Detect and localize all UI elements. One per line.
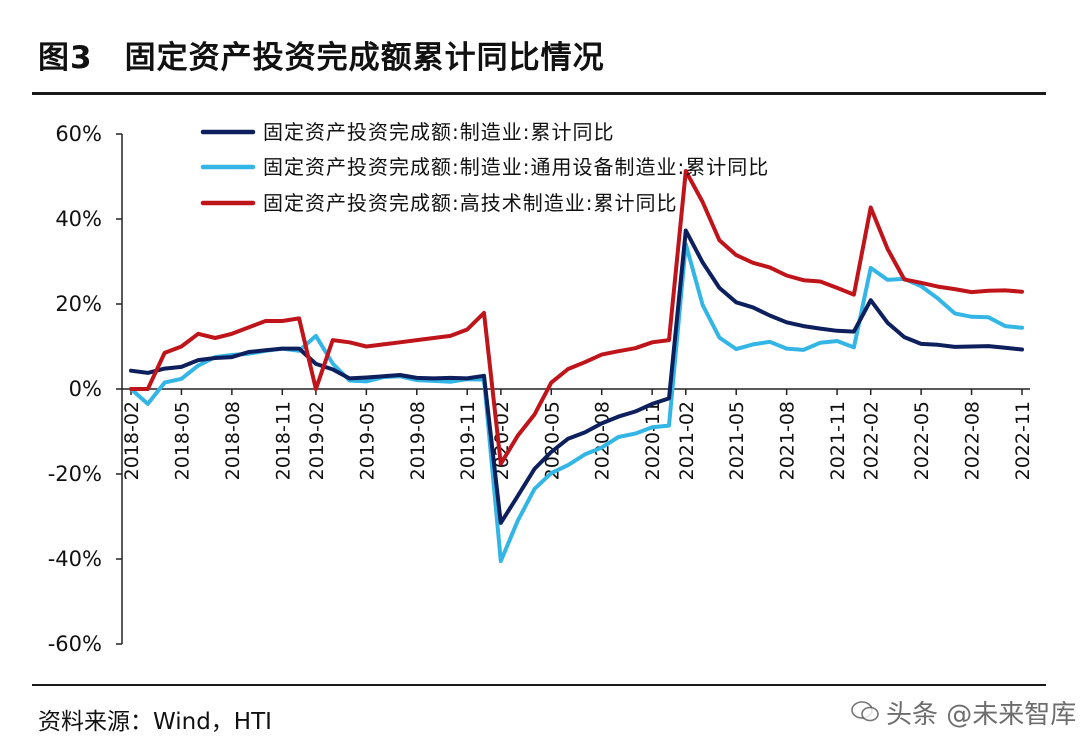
title-bar: 图3 固定资产投资完成额累计同比情况: [0, 0, 1080, 100]
chat-bubble-icon: [851, 701, 879, 722]
x-tick-label: 2019-02: [306, 401, 328, 480]
x-tick-label: 2022-11: [1012, 401, 1034, 480]
line-chart: -60%-40%-20%0%20%40%60% 2018-02 2018-05 20…: [48, 120, 1034, 656]
y-axis-ticks: -60% -40% -20% 0% 20% 40% 60%: [48, 122, 122, 656]
footer-divider: [32, 684, 1046, 686]
series-lines: [129, 169, 1024, 564]
y-tick-label: -20%: [48, 462, 102, 486]
legend-label-2: 固定资产投资完成额:制造业:通用设备制造业:累计同比: [263, 155, 769, 179]
y-tick-label: -60%: [48, 632, 102, 656]
source-note: 资料来源：Wind，HTI: [38, 709, 272, 735]
y-tick-label: -40%: [48, 547, 102, 571]
x-tick-label: 2018-02: [121, 401, 143, 480]
x-tick-label: 2022-02: [861, 401, 883, 480]
y-tick-label: 40%: [55, 207, 102, 231]
watermark: 头条 @未来智库: [850, 692, 1076, 732]
x-tick-label: 2020-11: [642, 401, 664, 480]
title-divider: [32, 92, 1046, 95]
x-tick-label: 2021-08: [777, 401, 799, 480]
y-tick-label: 0%: [69, 377, 102, 401]
legend: 固定资产投资完成额:制造业:累计同比固定资产投资完成额:制造业:通用设备制造业:…: [200, 120, 769, 215]
x-tick-label: 2021-11: [827, 401, 849, 480]
y-tick-label: 60%: [55, 122, 102, 146]
x-tick-label: 2019-05: [356, 401, 378, 480]
x-tick-label: 2018-08: [222, 401, 244, 480]
series-line-2: [129, 242, 1024, 564]
legend-label-3: 固定资产投资完成额:高技术制造业:累计同比: [263, 191, 677, 215]
x-tick-label: 2019-11: [457, 401, 479, 480]
x-tick-label: 2018-11: [272, 401, 294, 480]
x-tick-label: 2022-05: [911, 401, 933, 480]
x-tick-label: 2020-05: [541, 401, 563, 480]
legend-label-1: 固定资产投资完成额:制造业:累计同比: [263, 120, 614, 144]
x-tick-label: 2021-02: [676, 401, 698, 480]
x-tick-label: 2021-05: [726, 401, 748, 480]
figure-title: 图3 固定资产投资完成额累计同比情况: [38, 40, 605, 76]
x-tick-label: 2018-05: [171, 401, 193, 480]
y-tick-label: 20%: [55, 292, 102, 316]
x-tick-label: 2019-08: [407, 401, 429, 480]
x-axis-ticks: 2018-02 2018-05 2018-08 2018-11 2019-02 2019-…: [121, 389, 1034, 480]
watermark-text: 头条 @未来智库: [886, 699, 1077, 730]
series-line-1: [129, 228, 1024, 525]
x-tick-label: 2022-08: [962, 401, 984, 480]
series-line-3: [129, 169, 1024, 466]
